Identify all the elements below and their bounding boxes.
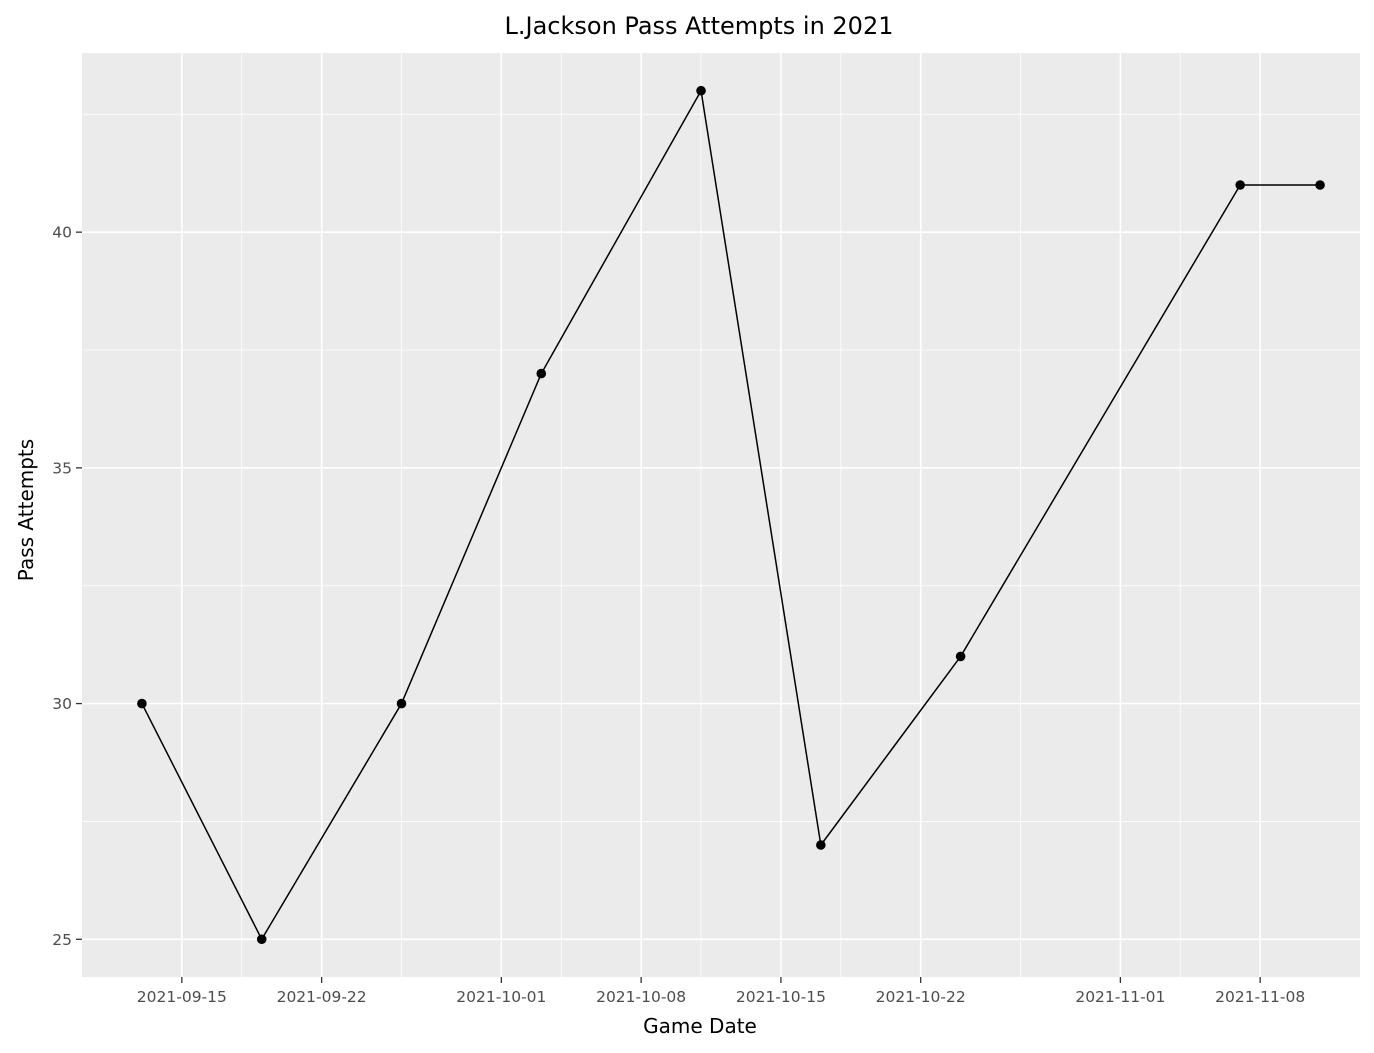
data-point [1235, 180, 1245, 190]
data-point [536, 368, 547, 379]
data-series [137, 85, 1325, 945]
chart-title: L.Jackson Pass Attempts in 2021 [505, 12, 894, 40]
x-tick-label: 2021-11-01 [1075, 988, 1165, 1006]
x-tick-label: 2021-11-08 [1215, 988, 1305, 1006]
plot-panel [82, 53, 1360, 977]
y-tick-label: 35 [52, 459, 72, 477]
y-axis: 25 30 35 40 [52, 224, 82, 949]
minor-gridlines [82, 53, 1360, 977]
x-tick-label: 2021-10-22 [876, 988, 966, 1006]
x-axis: 2021-09-15 2021-09-22 2021-10-01 2021-10-08… [137, 977, 1305, 1006]
x-tick-label: 2021-09-15 [137, 988, 227, 1006]
data-point [256, 934, 267, 945]
y-tick-label: 30 [52, 695, 72, 713]
data-point [955, 651, 966, 662]
y-tick-label: 25 [52, 931, 72, 949]
y-axis-title: Pass Attempts [14, 439, 38, 581]
data-point [1315, 180, 1325, 190]
x-tick-label: 2021-09-22 [277, 988, 367, 1006]
x-tick-label: 2021-10-08 [596, 988, 686, 1006]
y-tick-label: 40 [52, 224, 72, 242]
data-point [137, 698, 147, 709]
data-point [696, 85, 706, 96]
data-point [816, 840, 826, 850]
major-gridlines [82, 53, 1360, 977]
x-tick-label: 2021-10-15 [736, 988, 826, 1006]
data-point [396, 698, 407, 709]
x-axis-title: Game Date [643, 1014, 757, 1038]
x-tick-label: 2021-10-01 [456, 988, 546, 1006]
